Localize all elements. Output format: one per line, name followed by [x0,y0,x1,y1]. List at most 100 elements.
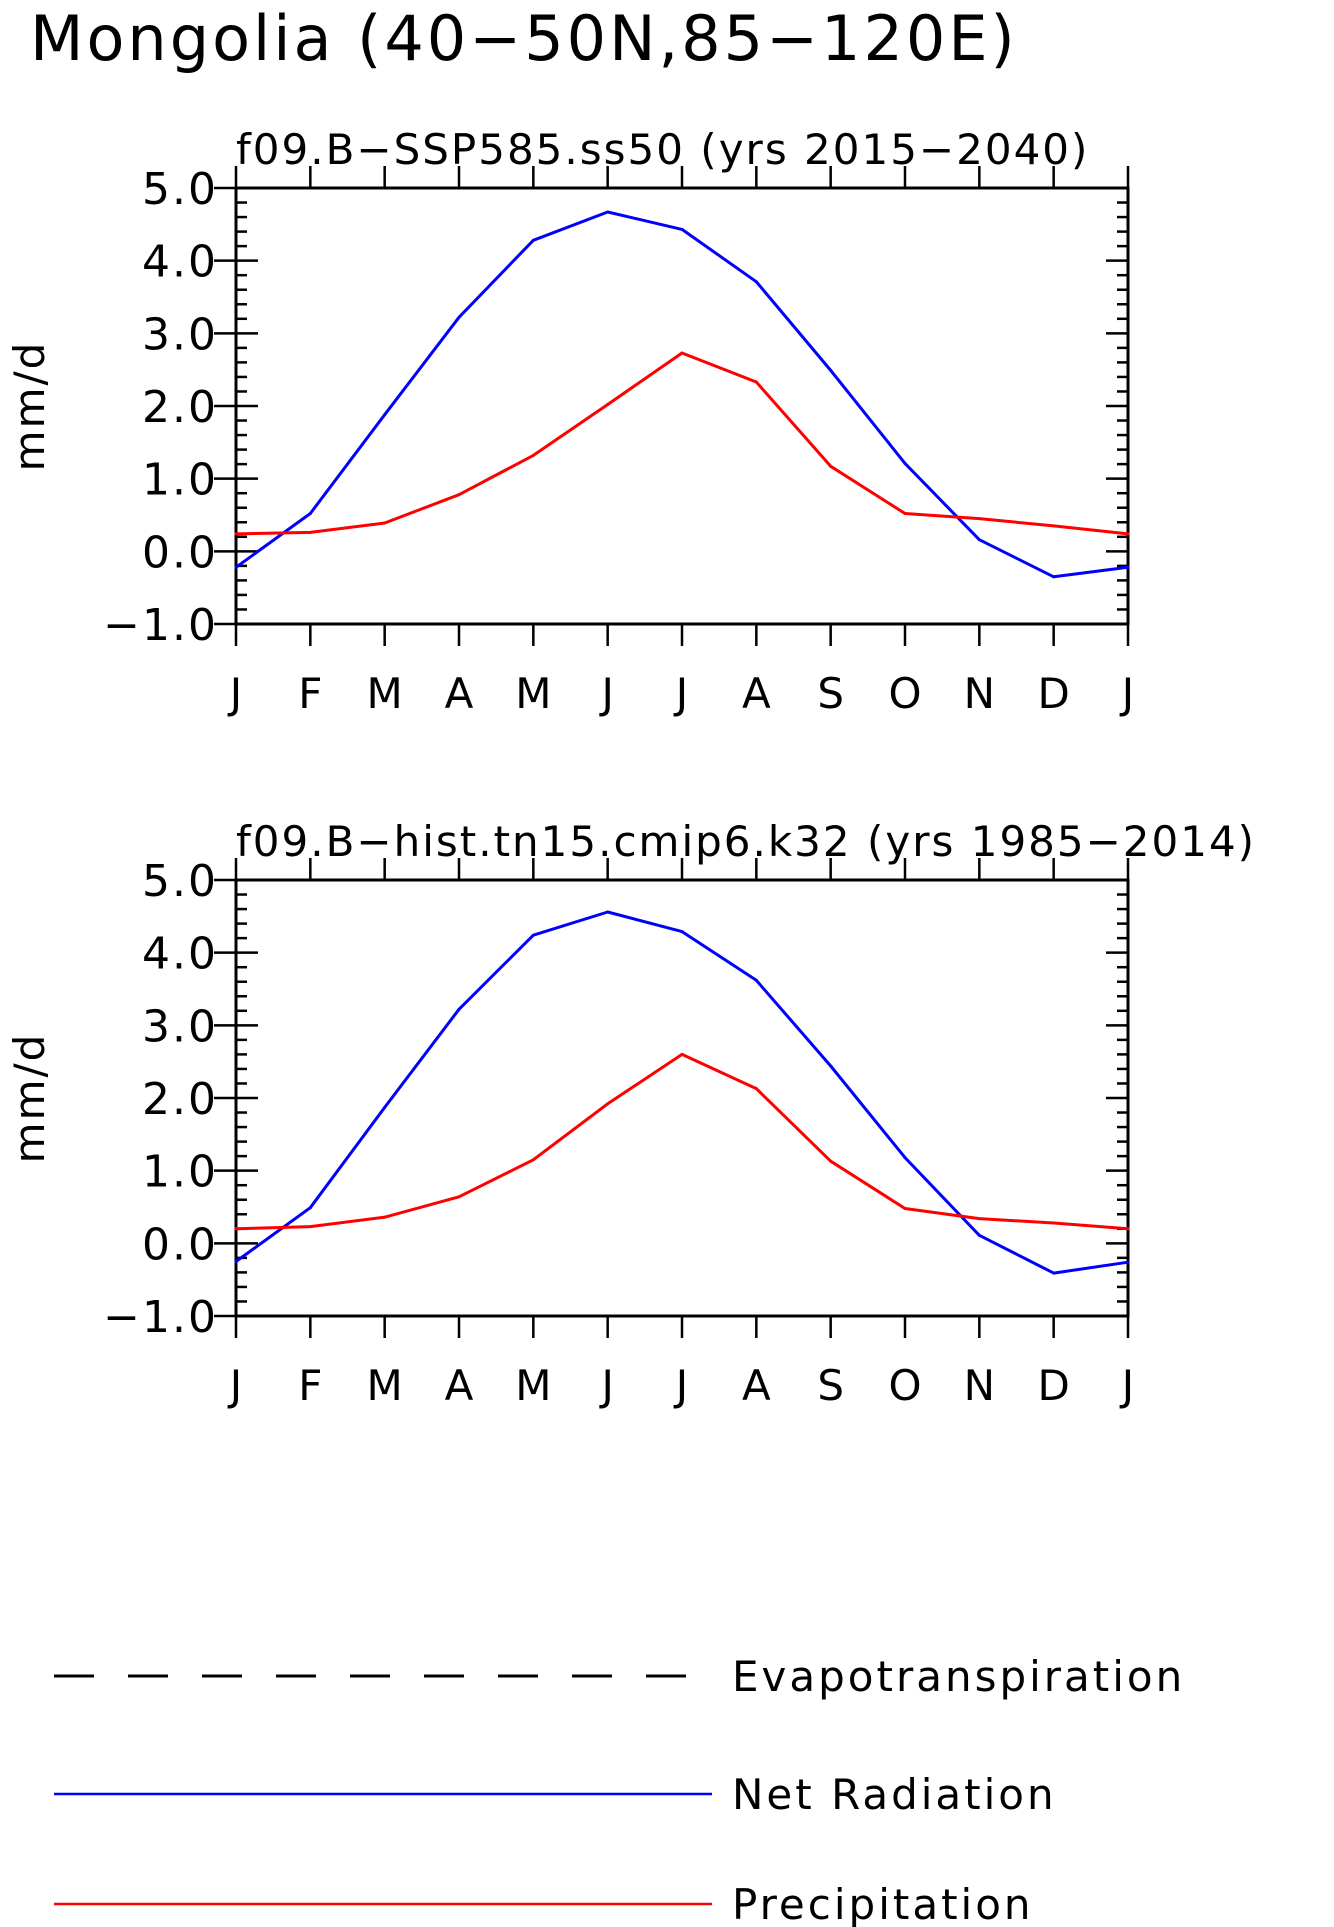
data-point-net-radiation [1052,575,1056,579]
data-point-net-radiation [234,1260,238,1263]
y-tick-label: 1.0 [142,1147,218,1198]
y-ticks [214,186,1128,626]
data-point-net-radiation [234,565,238,569]
panel-title: f09.B−hist.tn15.cmip6.k32 (yrs 1985−2014… [236,817,1256,866]
x-tick-label: J [227,669,242,718]
data-point-precipitation [977,1217,981,1221]
y-axis-label: mm/d [5,1033,54,1164]
legend-label: Net Radiation [732,1770,1057,1819]
x-tick-label: J [673,1361,688,1410]
legend-label: Evapotranspiration [732,1652,1185,1701]
data-point-net-radiation [903,461,907,465]
panel-title: f09.B−SSP585.ss50 (yrs 2015−2040) [236,125,1089,174]
y-tick-label: 4.0 [142,237,218,288]
data-point-precipitation [383,1215,387,1219]
y-tick-label: 1.0 [142,455,218,506]
data-point-precipitation [457,493,461,497]
data-point-net-radiation [1052,1271,1056,1275]
x-tick-label: N [964,1361,995,1410]
legend-label: Precipitation [732,1880,1034,1927]
x-tick-label: N [964,669,995,718]
data-point-net-radiation [829,1064,833,1068]
data-point-precipitation [903,1206,907,1210]
x-tick-label: A [742,1361,771,1410]
data-point-precipitation [754,1087,758,1091]
data-point-precipitation [606,403,610,407]
data-point-net-radiation [383,1105,387,1109]
data-point-precipitation [903,512,907,516]
data-point-precipitation [1126,532,1130,536]
data-point-precipitation [680,351,684,355]
data-point-precipitation [680,1052,684,1056]
x-tick-label: J [1119,1361,1134,1410]
x-tick-label: A [742,669,771,718]
x-tick-label: J [1119,669,1134,718]
series-line-net-radiation [235,210,1129,579]
data-point-net-radiation [829,368,833,372]
y-tick-label: 2.0 [142,382,218,433]
y-tick-label: 5.0 [142,856,218,907]
x-tick-label: O [888,1361,921,1410]
chart-panel-1: f09.B−SSP585.ss50 (yrs 2015−2040) 5.0 4.0 3… [5,125,1134,718]
data-point-net-radiation [531,933,535,937]
x-tick-label: J [227,1361,242,1410]
data-point-net-radiation [308,512,312,516]
y-tick-label: 3.0 [142,309,218,360]
data-point-precipitation [829,1159,833,1163]
data-point-precipitation [308,1225,312,1229]
x-tick-label: F [298,669,322,718]
chart-panel-2: f09.B−hist.tn15.cmip6.k32 (yrs 1985−2014… [5,817,1256,1410]
chart-panels: f09.B−SSP585.ss50 (yrs 2015−2040) 5.0 4.0 3… [5,125,1256,1410]
data-point-precipitation [531,453,535,457]
x-tick-label: M [515,1361,551,1410]
x-tick-label: F [298,1361,322,1410]
x-tick-label: A [445,669,474,718]
data-point-net-radiation [680,227,684,231]
data-point-net-radiation [606,210,610,214]
data-point-precipitation [754,380,758,384]
data-point-precipitation [977,517,981,521]
data-point-precipitation [457,1195,461,1199]
data-point-precipitation [1052,1221,1056,1225]
series-line-precipitation [235,351,1129,536]
y-tick-label: 3.0 [142,1001,218,1052]
legend-item: Precipitation [54,1880,1034,1927]
legend-item: Net Radiation [54,1770,1057,1819]
x-tick-label: O [888,669,921,718]
x-tick-label: A [445,1361,474,1410]
plot-frame [234,878,1130,1318]
y-tick-label: 0.0 [142,527,218,578]
data-point-net-radiation [606,910,610,914]
plot-frame [234,186,1130,626]
data-point-net-radiation [680,930,684,934]
x-tick-label: S [817,1361,844,1410]
data-point-net-radiation [977,1233,981,1237]
x-tick-label: M [367,669,403,718]
x-tick-label: J [598,669,613,718]
x-ticks [234,166,1130,646]
x-tick-label: M [515,669,551,718]
y-tick-label: 2.0 [142,1074,218,1125]
series-line-precipitation [235,1052,1129,1231]
x-tick-label: D [1037,669,1069,718]
y-tick-label: 0.0 [142,1219,218,1270]
data-point-net-radiation [903,1156,907,1160]
data-point-net-radiation [754,280,758,284]
data-point-precipitation [308,530,312,534]
data-point-precipitation [606,1102,610,1106]
figure-title: Mongolia (40−50N,85−120E) [30,2,1018,75]
data-point-net-radiation [457,315,461,319]
y-ticks [214,878,1128,1318]
x-ticks [234,858,1130,1338]
data-point-net-radiation [1126,1260,1130,1264]
data-point-net-radiation [977,538,981,542]
data-point-precipitation [234,532,238,536]
data-point-net-radiation [308,1206,312,1210]
x-tick-label: M [367,1361,403,1410]
data-point-net-radiation [383,413,387,417]
data-point-precipitation [383,521,387,525]
data-point-net-radiation [754,978,758,982]
data-point-precipitation [234,1227,238,1231]
x-tick-label: J [598,1361,613,1410]
